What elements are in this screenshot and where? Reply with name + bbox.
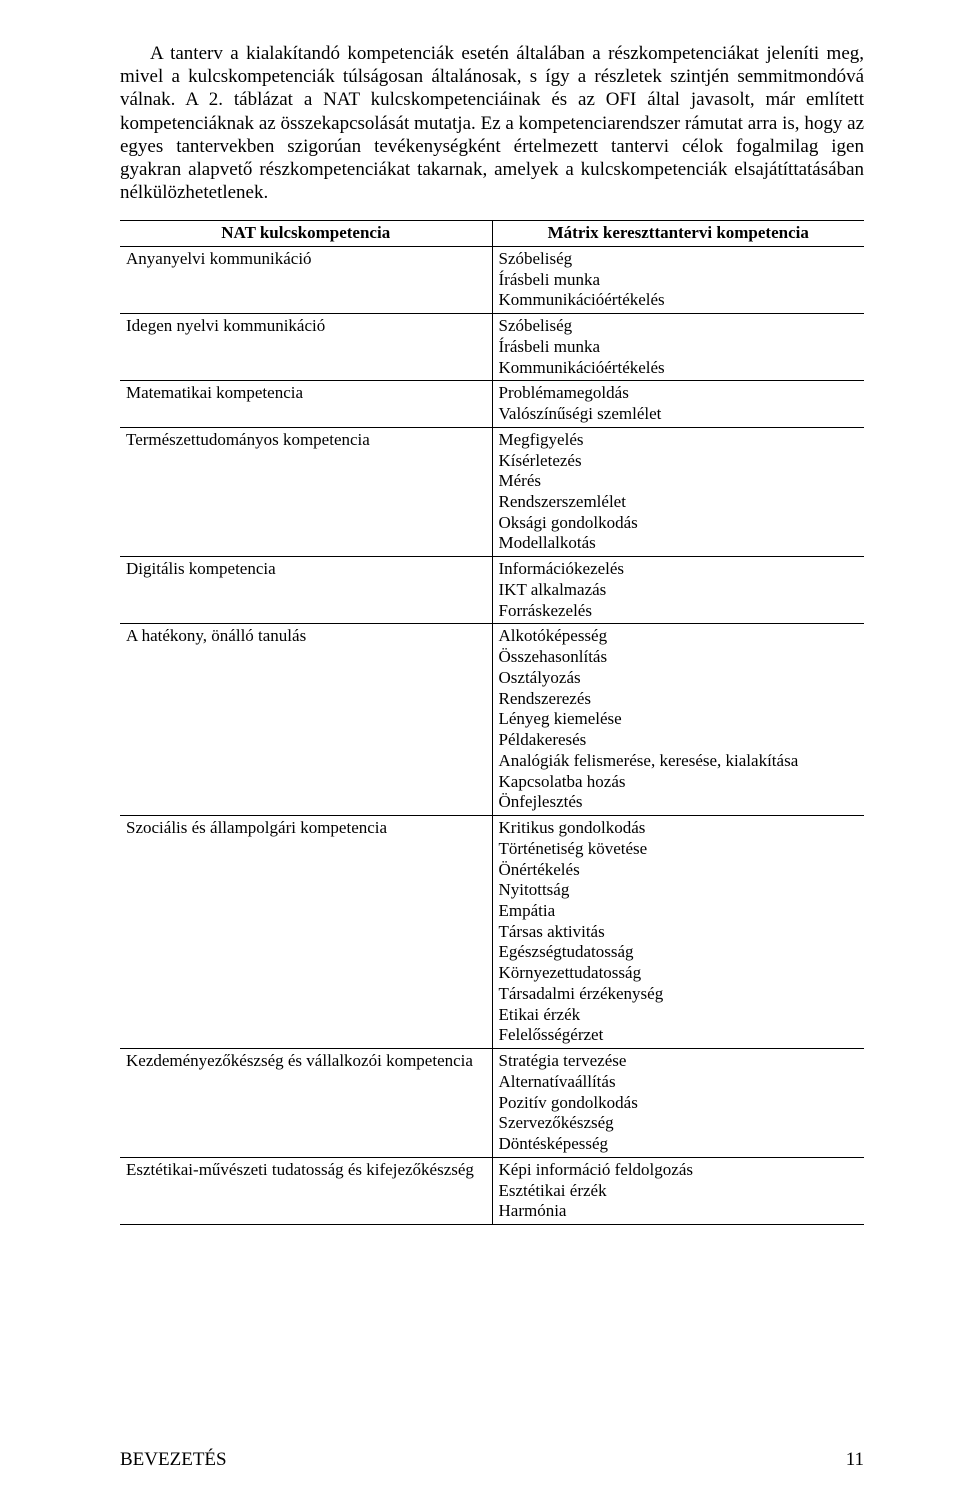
footer-section-label: BEVEZETÉS [120,1449,227,1471]
intro-paragraph: A tanterv a kialakítandó kompetenciák es… [120,42,864,204]
table-cell-right-line: Analógiák felismerése, keresése, kialakí… [499,751,859,772]
table-cell-left: Idegen nyelvi kommunikáció [120,314,492,381]
table-row: Kezdeményezőkészség és vállalkozói kompe… [120,1049,864,1158]
table-cell-right-line: Empátia [499,901,859,922]
table-cell-right-line: Összehasonlítás [499,647,859,668]
table-row: Természettudományos kompetenciaMegfigyel… [120,427,864,556]
table-cell-right-line: Modellalkotás [499,533,859,554]
table-header-row: NAT kulcskompetencia Mátrix kereszttante… [120,221,864,247]
table-cell-left: Matematikai kompetencia [120,381,492,427]
table-header-left: NAT kulcskompetencia [120,221,492,247]
table-cell-right-line: Alkotóképesség [499,626,859,647]
table-cell-left: A hatékony, önálló tanulás [120,624,492,816]
table-cell-left: Természettudományos kompetencia [120,427,492,556]
table-cell-right: MegfigyelésKísérletezésMérésRendszerszem… [492,427,864,556]
table-cell-right: InformációkezelésIKT alkalmazásForráskez… [492,557,864,624]
table-row: Anyanyelvi kommunikációSzóbeliségÍrásbel… [120,246,864,313]
table-cell-right: AlkotóképességÖsszehasonlításOsztályozás… [492,624,864,816]
table-cell-left: Digitális kompetencia [120,557,492,624]
table-cell-right-line: Mérés [499,471,859,492]
table-cell-right-line: Önfejlesztés [499,792,859,813]
table-cell-left: Esztétikai-művészeti tudatosság és kifej… [120,1157,492,1224]
table-cell-right-line: Pozitív gondolkodás [499,1093,859,1114]
intro-paragraph-text: A tanterv a kialakítandó kompetenciák es… [120,43,864,203]
table-cell-right: Stratégia tervezéseAlternatívaállításPoz… [492,1049,864,1158]
table-cell-right-line: Kísérletezés [499,451,859,472]
table-cell-right-line: Alternatívaállítás [499,1072,859,1093]
table-cell-right-line: Lényeg kiemelése [499,709,859,730]
table-cell-right-line: Forráskezelés [499,601,859,622]
table-cell-right-line: Kritikus gondolkodás [499,818,859,839]
table-cell-left: Kezdeményezőkészség és vállalkozói kompe… [120,1049,492,1158]
table-cell-right-line: Kommunikációértékelés [499,358,859,379]
table-cell-right-line: Rendszerszemlélet [499,492,859,513]
table-row: Esztétikai-művészeti tudatosság és kifej… [120,1157,864,1224]
page-footer: BEVEZETÉS 11 [120,1449,864,1471]
table-cell-right: ProblémamegoldásValószínűségi szemlélet [492,381,864,427]
table-row: Matematikai kompetenciaProblémamegoldásV… [120,381,864,427]
table-cell-right-line: Etikai érzék [499,1005,859,1026]
table-cell-right-line: Kommunikációértékelés [499,290,859,311]
table-cell-right-line: Szervezőkészség [499,1113,859,1134]
table-cell-right-line: Képi információ feldolgozás [499,1160,859,1181]
table-cell-right-line: Történetiség követése [499,839,859,860]
table-cell-right-line: Stratégia tervezése [499,1051,859,1072]
table-cell-right-line: Társas aktivitás [499,922,859,943]
table-cell-right-line: Írásbeli munka [499,270,859,291]
table-cell-right-line: Környezettudatosság [499,963,859,984]
table-row: Szociális és állampolgári kompetenciaKri… [120,816,864,1049]
table-cell-right-line: Kapcsolatba hozás [499,772,859,793]
table-cell-right-line: Megfigyelés [499,430,859,451]
table-cell-right-line: Információkezelés [499,559,859,580]
table-cell-right-line: Példakeresés [499,730,859,751]
page-number: 11 [846,1449,864,1471]
table-row: Digitális kompetenciaInformációkezelésIK… [120,557,864,624]
page: A tanterv a kialakítandó kompetenciák es… [0,0,960,1511]
table-cell-right: SzóbeliségÍrásbeli munkaKommunikációérté… [492,246,864,313]
table-cell-right-line: Szóbeliség [499,249,859,270]
table-cell-right-line: IKT alkalmazás [499,580,859,601]
table-cell-right-line: Döntésképesség [499,1134,859,1155]
table-cell-right-line: Felelősségérzet [499,1025,859,1046]
table-header-right: Mátrix kereszttantervi kompetencia [492,221,864,247]
table-row: A hatékony, önálló tanulásAlkotóképesség… [120,624,864,816]
table-cell-right: Kritikus gondolkodásTörténetiség követés… [492,816,864,1049]
table-cell-right-line: Esztétikai érzék [499,1181,859,1202]
table-cell-right-line: Önértékelés [499,860,859,881]
table-cell-right-line: Harmónia [499,1201,859,1222]
competency-table: NAT kulcskompetencia Mátrix kereszttante… [120,220,864,1225]
table-cell-right-line: Társadalmi érzékenység [499,984,859,1005]
table-cell-right-line: Írásbeli munka [499,337,859,358]
table-cell-left: Anyanyelvi kommunikáció [120,246,492,313]
table-cell-right-line: Rendszerezés [499,689,859,710]
table-cell-left: Szociális és állampolgári kompetencia [120,816,492,1049]
table-cell-right-line: Valószínűségi szemlélet [499,404,859,425]
table-cell-right: Képi információ feldolgozásEsztétikai ér… [492,1157,864,1224]
table-row: Idegen nyelvi kommunikációSzóbeliségÍrás… [120,314,864,381]
table-cell-right-line: Oksági gondolkodás [499,513,859,534]
table-cell-right: SzóbeliségÍrásbeli munkaKommunikációérté… [492,314,864,381]
table-cell-right-line: Nyitottság [499,880,859,901]
table-cell-right-line: Egészségtudatosság [499,942,859,963]
table-cell-right-line: Problémamegoldás [499,383,859,404]
table-cell-right-line: Szóbeliség [499,316,859,337]
table-cell-right-line: Osztályozás [499,668,859,689]
